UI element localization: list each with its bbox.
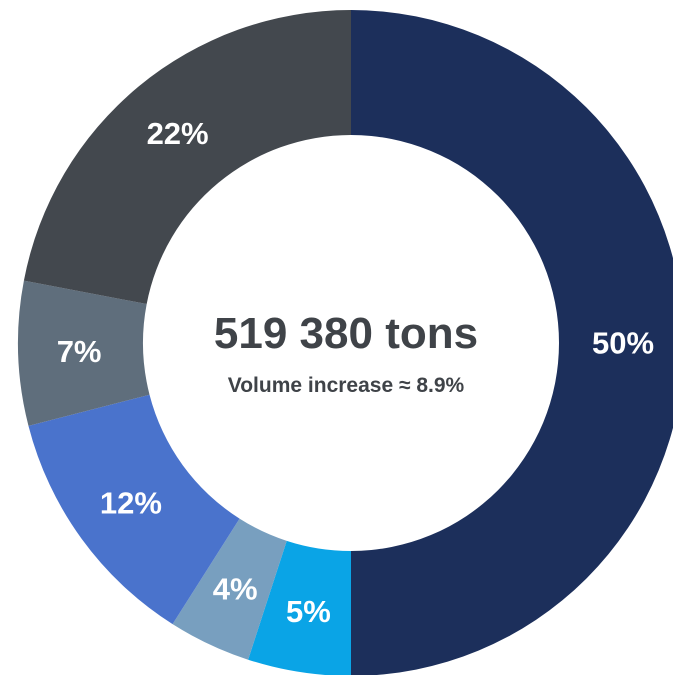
- slice-label-5: 22%: [147, 116, 209, 151]
- donut-slice-0: [351, 10, 673, 675]
- slice-label-2: 4%: [213, 572, 258, 607]
- donut-slice-3: [28, 394, 240, 625]
- slice-labels: 50% 5% 4% 12% 7% 22%: [57, 116, 654, 629]
- donut-slice-4: [18, 280, 150, 426]
- slice-label-1: 5%: [286, 594, 331, 629]
- slice-label-0: 50%: [592, 326, 654, 361]
- slice-label-4: 7%: [57, 334, 102, 369]
- donut-slices: [18, 10, 673, 675]
- donut-slice-5: [23, 10, 351, 305]
- donut-slice-1: [248, 540, 351, 675]
- center-subtitle: Volume increase ≈ 8.9%: [228, 374, 465, 397]
- slice-label-3: 12%: [100, 485, 162, 520]
- center-total: 519 380 tons: [214, 309, 478, 358]
- donut-slice-2: [172, 518, 287, 660]
